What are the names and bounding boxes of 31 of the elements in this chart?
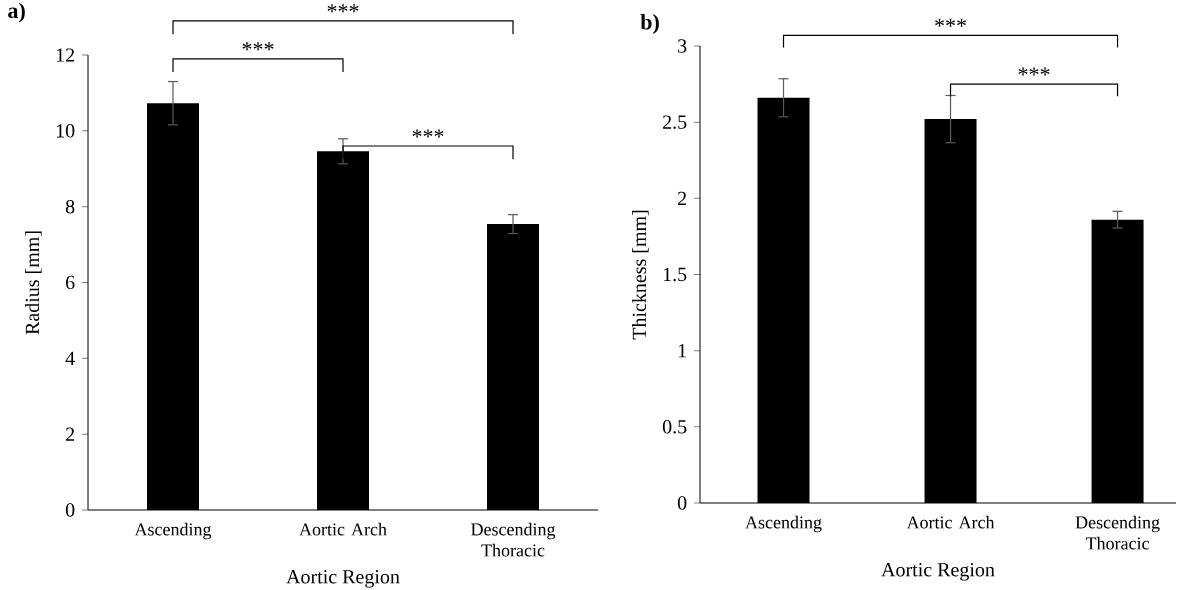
y-tick-label: 0 bbox=[65, 503, 75, 517]
annotation: *** bbox=[1018, 67, 1050, 76]
text: *** bbox=[327, 4, 359, 13]
y-tick-label: 2.5 bbox=[663, 115, 687, 129]
y-tick-label: 12 bbox=[56, 48, 75, 62]
x-tick-label: Ascending bbox=[745, 515, 822, 533]
y-axis-title: Thickness [mm] bbox=[632, 210, 649, 340]
x-tick-label: Descending Thoracic bbox=[471, 522, 556, 557]
y-tick-label: 0.5 bbox=[662, 420, 687, 434]
y-tick-label: 2 bbox=[66, 427, 75, 441]
chart-title: b) bbox=[640, 14, 659, 34]
x-axis-title: Aortic Region bbox=[286, 570, 400, 588]
text: *** bbox=[935, 18, 966, 27]
y-tick-label: 1 bbox=[678, 344, 686, 358]
chart-title: a) bbox=[8, 2, 25, 23]
x-tick-label: Aortic Arch bbox=[906, 515, 995, 529]
x-tick-label: Descending Thoracic bbox=[1075, 515, 1160, 550]
text: *** bbox=[242, 42, 274, 51]
y-tick-label: 0 bbox=[677, 496, 687, 510]
y-axis-title: Radius [mm] bbox=[25, 231, 42, 335]
annotation: *** bbox=[412, 129, 444, 138]
x-tick-label: Ascending bbox=[134, 522, 212, 540]
y-tick-label: 6 bbox=[66, 275, 75, 290]
y-tick-label: 3 bbox=[678, 39, 687, 53]
y-tick-label: 4 bbox=[65, 351, 75, 365]
y-tick-label: 10 bbox=[56, 124, 75, 138]
y-tick-label: 8 bbox=[65, 199, 75, 214]
x-tick-label: Aortic Arch bbox=[299, 522, 387, 536]
x-axis-title: Aortic Region bbox=[881, 563, 995, 581]
y-tick-label: 1.5 bbox=[663, 267, 687, 282]
y-tick-label: 2 bbox=[678, 191, 687, 205]
